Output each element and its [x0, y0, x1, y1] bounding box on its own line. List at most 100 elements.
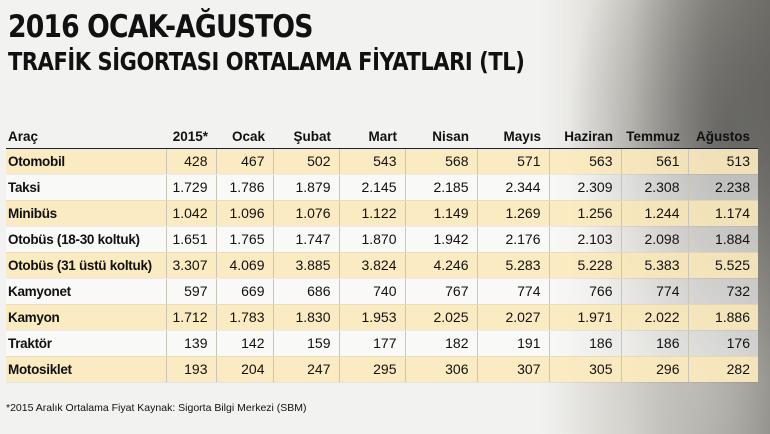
table-cell: 305 — [548, 356, 621, 383]
table-cell: 186 — [620, 330, 688, 357]
table-cell: 767 — [404, 278, 477, 305]
table-cell: 139 — [165, 330, 216, 357]
table-cell: 176 — [687, 330, 758, 357]
table-cell: 3.885 — [272, 252, 339, 279]
table-cell: 2.022 — [620, 304, 688, 331]
table-cell: 2.238 — [687, 174, 758, 201]
table-cell: 2.098 — [620, 226, 688, 253]
table-cell: 1.174 — [687, 200, 758, 227]
table-cell: 1.712 — [165, 304, 216, 331]
table-cell: 307 — [476, 356, 549, 383]
table-cell: 2.344 — [476, 174, 549, 201]
column-header: Şubat — [273, 125, 339, 149]
table-cell: 732 — [687, 278, 758, 305]
table-cell: 4.246 — [404, 252, 477, 279]
table-cell: 669 — [215, 278, 273, 305]
table-cell: 193 — [165, 356, 216, 383]
table-cell: 568 — [404, 148, 477, 175]
table-row: Otomobil 428 467 502 543 568 571 563 561 513 — [6, 148, 758, 175]
table-cell: 2.025 — [404, 304, 477, 331]
table-cell: 2.309 — [548, 174, 621, 201]
row-label: Motosiklet — [6, 356, 166, 383]
table-cell: 5.383 — [620, 252, 688, 279]
row-label: Minibüs — [6, 200, 166, 227]
row-label: Otobüs (18-30 koltuk) — [6, 226, 166, 253]
table-cell: 1.256 — [548, 200, 621, 227]
chart-titles: 2016 OCAK-AĞUSTOS TRAFİK SİGORTASI ORTAL… — [8, 8, 623, 78]
table-row: Motosiklet 193 204 247 295 306 307 305 296 282 — [6, 356, 758, 383]
table-cell: 282 — [687, 356, 758, 383]
table-cell: 1.830 — [272, 304, 339, 331]
table-cell: 1.884 — [687, 226, 758, 253]
column-header: Ağustos — [688, 125, 758, 149]
table-row: Taksi 1.729 1.786 1.879 2.145 2.185 2.344 2.309… — [6, 174, 758, 201]
chart-subtitle: TRAFİK SİGORTASI ORTALAMA FİYATLARI (TL) — [8, 47, 525, 76]
table-cell: 1.786 — [215, 174, 273, 201]
table-row: Otobüs (18-30 koltuk) 1.651 1.765 1.747 1.87… — [6, 226, 758, 253]
table-cell: 740 — [338, 278, 405, 305]
table-cell: 774 — [476, 278, 549, 305]
table-row: Traktör 139 142 159 177 182 191 186 186 176 — [6, 330, 758, 357]
table-cell: 4.069 — [215, 252, 273, 279]
table-cell: 543 — [338, 148, 405, 175]
table-cell: 2.103 — [548, 226, 621, 253]
column-header: Temmuz — [621, 125, 688, 149]
table-cell: 563 — [548, 148, 621, 175]
table-cell: 3.307 — [165, 252, 216, 279]
table-row: Minibüs 1.042 1.096 1.076 1.122 1.149 1.269 1.2… — [6, 200, 758, 227]
table-cell: 204 — [215, 356, 273, 383]
table-cell: 3.824 — [338, 252, 405, 279]
table-cell: 159 — [272, 330, 339, 357]
table-cell: 191 — [476, 330, 549, 357]
column-header: Ocak — [216, 125, 273, 149]
table-cell: 5.525 — [687, 252, 758, 279]
chart-title: 2016 OCAK-AĞUSTOS — [8, 9, 313, 45]
table-cell: 1.076 — [272, 200, 339, 227]
table-cell: 774 — [620, 278, 688, 305]
table-cell: 1.783 — [215, 304, 273, 331]
table-cell: 1.886 — [687, 304, 758, 331]
table-cell: 502 — [272, 148, 339, 175]
table-cell: 1.765 — [215, 226, 273, 253]
table-cell: 467 — [215, 148, 273, 175]
table-cell: 186 — [548, 330, 621, 357]
table-cell: 5.228 — [548, 252, 621, 279]
table-cell: 296 — [620, 356, 688, 383]
table-cell: 306 — [404, 356, 477, 383]
table-row: Kamyon 1.712 1.783 1.830 1.953 2.025 2.027 1.97… — [6, 304, 758, 331]
table-cell: 1.971 — [548, 304, 621, 331]
column-header: Mayıs — [477, 125, 549, 149]
table-cell: 1.942 — [404, 226, 477, 253]
row-label: Kamyon — [6, 304, 166, 331]
table-cell: 247 — [272, 356, 339, 383]
column-header: Nisan — [405, 125, 477, 149]
column-header: 2015* — [166, 125, 216, 149]
footnote: *2015 Aralık Ortalama Fiyat Kaynak: Sigo… — [6, 402, 307, 414]
table-cell: 513 — [687, 148, 758, 175]
column-header: Mart — [339, 125, 405, 149]
table-header-row: Araç 2015* Ocak Şubat Mart Nisan Mayıs Haziran T… — [6, 125, 758, 149]
table-cell: 1.042 — [165, 200, 216, 227]
table-cell: 1.096 — [215, 200, 273, 227]
table-cell: 177 — [338, 330, 405, 357]
table-cell: 686 — [272, 278, 339, 305]
table-cell: 428 — [165, 148, 216, 175]
table-cell: 1.879 — [272, 174, 339, 201]
table-cell: 1.122 — [338, 200, 405, 227]
table-body: Otomobil 428 467 502 543 568 571 563 561 513 Taksi… — [6, 148, 758, 383]
table-cell: 2.176 — [476, 226, 549, 253]
table-cell: 1.747 — [272, 226, 339, 253]
table-cell: 182 — [404, 330, 477, 357]
row-label: Traktör — [6, 330, 166, 357]
table-cell: 561 — [620, 148, 688, 175]
table-cell: 2.027 — [476, 304, 549, 331]
table-cell: 1.870 — [338, 226, 405, 253]
table-row: Kamyonet 597 669 686 740 767 774 766 774 732 — [6, 278, 758, 305]
row-label: Otomobil — [6, 148, 166, 175]
table-cell: 1.244 — [620, 200, 688, 227]
table-cell: 766 — [548, 278, 621, 305]
table-cell: 1.953 — [338, 304, 405, 331]
row-label: Taksi — [6, 174, 166, 201]
price-table: Araç 2015* Ocak Şubat Mart Nisan Mayıs Haziran T… — [6, 125, 758, 383]
table-cell: 1.651 — [165, 226, 216, 253]
